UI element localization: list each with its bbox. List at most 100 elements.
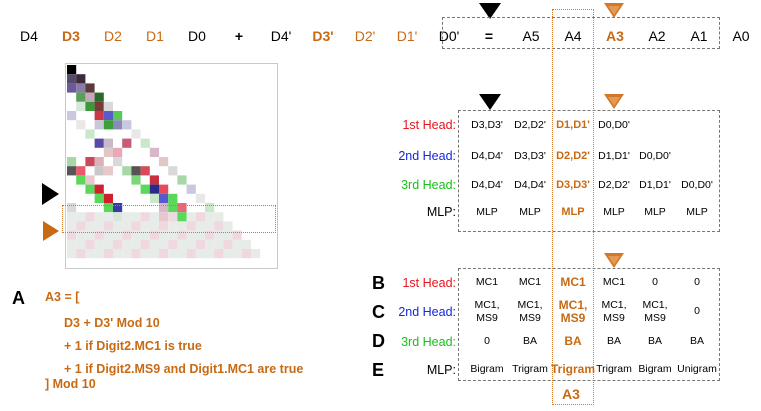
attention-cell [94, 92, 104, 102]
attention-cell [122, 221, 132, 231]
attention-cell [205, 249, 215, 259]
token-d4p: D4' [270, 28, 292, 44]
formula-line-5: ] Mod 10 [45, 377, 96, 391]
attention-cell [76, 166, 86, 176]
feature-letter-d: D [372, 331, 385, 351]
attention-cell [232, 249, 242, 259]
attention-cell [103, 230, 113, 240]
attention-cell [177, 230, 187, 240]
attention-cell [186, 249, 196, 259]
attention-cell [103, 101, 113, 111]
attention-cell [214, 249, 224, 259]
attention-cell [85, 239, 95, 249]
feature-cell: BA [522, 335, 538, 347]
heads-cell: D2,D2' [556, 150, 590, 162]
attention-cell [149, 147, 159, 157]
attention-cell [159, 230, 169, 240]
attention-cell [113, 249, 123, 259]
attention-cell [67, 111, 77, 121]
attention-cell [85, 157, 95, 167]
attention-cell [140, 230, 150, 240]
attention-cell [140, 249, 150, 259]
attention-cell [168, 203, 178, 213]
black-side-marker [42, 183, 59, 205]
attention-cell [67, 239, 77, 249]
attention-cell [94, 166, 104, 176]
attention-cell [140, 166, 150, 176]
attention-cell [131, 221, 141, 231]
orange-side-marker [43, 221, 59, 241]
attention-cell [85, 175, 95, 185]
black-triangle-marker-top [479, 3, 501, 19]
attention-cell [177, 212, 187, 222]
attention-cell [177, 175, 187, 185]
attention-cell [149, 193, 159, 203]
attention-cell [94, 221, 104, 231]
attention-cell [122, 212, 132, 222]
attention-cell [76, 175, 86, 185]
attention-cell [168, 230, 178, 240]
attention-cell [85, 221, 95, 231]
attention-cell [186, 184, 196, 194]
answer-a1: A1 [690, 28, 708, 44]
attention-cell [159, 212, 169, 222]
attention-cell [195, 230, 205, 240]
attention-map-cells [67, 65, 261, 259]
attention-cell [186, 212, 196, 222]
attention-cell [122, 239, 132, 249]
attention-cell [149, 212, 159, 222]
attention-cell [76, 101, 86, 111]
attention-cell [177, 249, 187, 259]
heads-cell: MLP [603, 206, 625, 218]
formula-line-1: A3 = [ [45, 290, 80, 304]
attention-cell [122, 249, 132, 259]
features-label-2: 2nd Head: [398, 305, 456, 319]
attention-cell [205, 230, 215, 240]
attention-cell [140, 221, 150, 231]
attention-cell [168, 221, 178, 231]
heads-cell: D1,D1' [639, 179, 671, 191]
token-d3p: D3' [312, 28, 334, 44]
attention-cell [67, 212, 77, 222]
attention-cell [122, 230, 132, 240]
attention-cell [76, 83, 86, 93]
formula-line-2: D3 + D3' Mod 10 [64, 316, 160, 330]
attention-cell [168, 239, 178, 249]
attention-cell [195, 221, 205, 231]
attention-cell [241, 249, 251, 259]
token-d1: D1 [146, 28, 164, 44]
attention-cell [94, 239, 104, 249]
attention-cell [94, 212, 104, 222]
attention-cell [113, 212, 123, 222]
formula-line-4: + 1 if Digit2.MS9 and Digit1.MC1 are tru… [64, 362, 304, 376]
attention-cell [85, 184, 95, 194]
attention-cell [232, 230, 242, 240]
heads-cell: D0,D0' [681, 179, 713, 191]
token-d4: D4 [20, 28, 38, 44]
attention-cell [223, 249, 233, 259]
attention-cell [149, 221, 159, 231]
attention-cell [113, 120, 123, 130]
heads-cell: MLP [476, 206, 498, 218]
attention-row-highlight [62, 205, 276, 233]
feature-cell: Bigram [638, 363, 672, 375]
feature-cell: MC1, MS9 [601, 299, 627, 324]
attention-cell [131, 249, 141, 259]
feature-cell: 0 [694, 276, 700, 288]
attention-cell [94, 120, 104, 130]
answer-a3: A3 [606, 28, 624, 44]
feature-cell: MC1, MS9 [474, 299, 500, 324]
attention-cell [67, 74, 77, 84]
heads-cell: D2,D2' [514, 119, 546, 131]
attention-cell [67, 249, 77, 259]
attention-cell [94, 111, 104, 121]
attention-cell [85, 212, 95, 222]
attention-cell [67, 221, 77, 231]
attention-cell [177, 203, 187, 213]
heads-label-3: 3rd Head: [401, 178, 456, 192]
heads-cell: MLP [519, 206, 541, 218]
features-label-3: 3rd Head: [401, 335, 456, 349]
attention-cell [103, 212, 113, 222]
heads-label-2: 2nd Head: [398, 149, 456, 163]
attention-cell [140, 184, 150, 194]
